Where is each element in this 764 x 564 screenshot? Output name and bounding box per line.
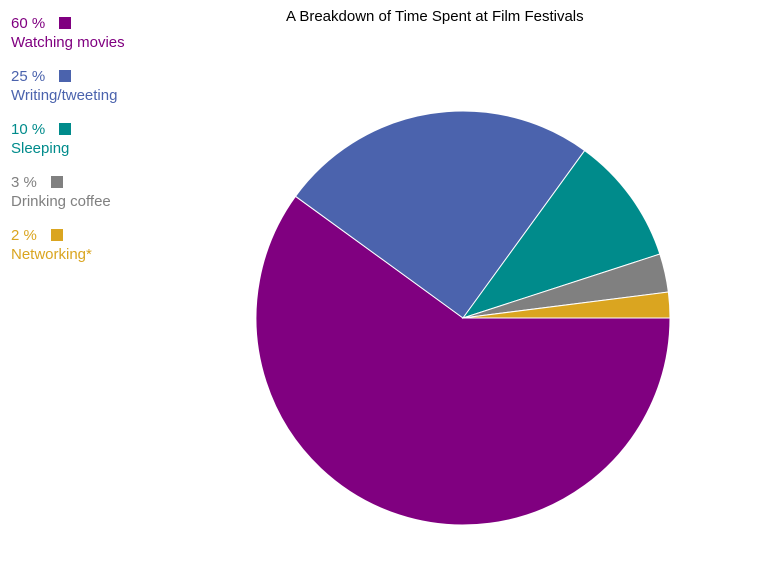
- legend-value: 60 %: [11, 15, 46, 32]
- pie-slice-writing-tweeting: [294, 110, 586, 319]
- legend: 60 % Watching movies 25 % Writing/tweeti…: [11, 14, 125, 279]
- legend-label: Drinking coffee: [11, 193, 111, 210]
- legend-item-watching-movies: 60 % Watching movies: [11, 14, 125, 67]
- legend-swatch: [59, 123, 72, 135]
- legend-item-drinking-coffee: 3 % Drinking coffee: [11, 173, 125, 226]
- legend-value: 10 %: [11, 121, 46, 138]
- legend-value: 2 %: [11, 227, 37, 244]
- legend-swatch: [50, 176, 63, 188]
- legend-label: Writing/tweeting: [11, 87, 118, 104]
- legend-label: Networking*: [11, 246, 92, 263]
- legend-item-writing-tweeting: 25 % Writing/tweeting: [11, 67, 125, 120]
- legend-swatch: [59, 70, 72, 82]
- legend-label: Watching movies: [11, 34, 125, 51]
- pie-slice-watching-movies: [255, 195, 671, 526]
- legend-item-sleeping: 10 % Sleeping: [11, 120, 125, 173]
- legend-swatch: [50, 229, 63, 241]
- legend-value: 25 %: [11, 68, 46, 85]
- legend-swatch: [59, 17, 72, 29]
- chart-title: A Breakdown of Time Spent at Film Festiv…: [286, 8, 584, 25]
- legend-item-networking: 2 % Networking*: [11, 226, 125, 279]
- legend-value: 3 %: [11, 174, 37, 191]
- pie-slice-sleeping: [461, 149, 661, 319]
- pie-slice-networking: [462, 291, 671, 319]
- legend-label: Sleeping: [11, 140, 70, 157]
